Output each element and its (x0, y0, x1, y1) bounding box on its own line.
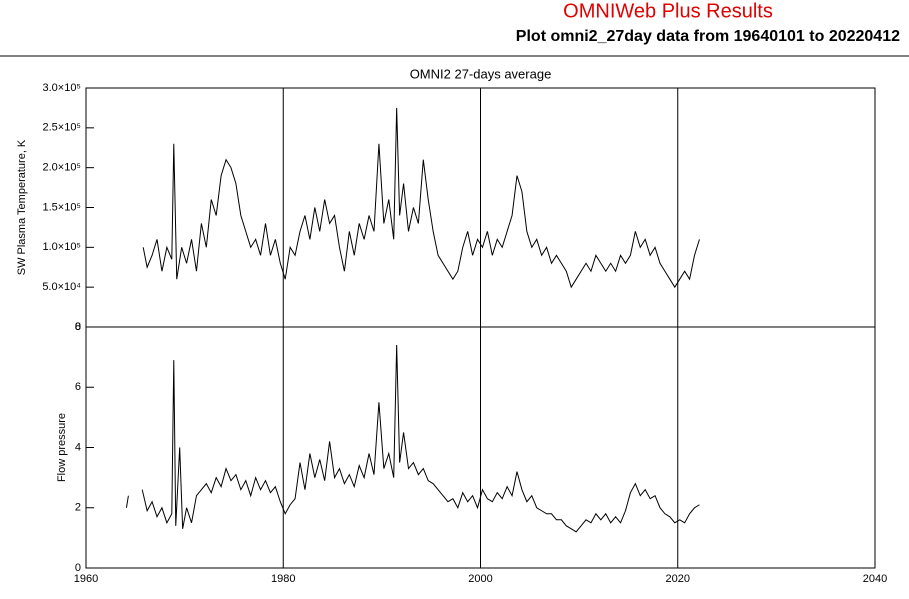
data-line (142, 107, 700, 289)
x-tick-label: 1960 (74, 573, 98, 585)
x-tick-label: 2040 (863, 573, 887, 585)
y-tick-label: 2.5×10⁵ (42, 122, 81, 134)
y-tick-label: 2.0×10⁵ (42, 162, 81, 174)
y-axis-label: Flow pressure (56, 413, 68, 482)
y-tick-label: 2 (75, 502, 81, 514)
page-subtitle: Plot omni2_27day data from 19640101 to 2… (516, 28, 900, 45)
y-tick-label: 0 (75, 562, 81, 574)
y-axis-label: SW Plasma Temperature, K (16, 139, 28, 275)
y-tick-label: 5.0×10⁴ (42, 281, 81, 293)
y-tick-label: 0 (75, 321, 81, 333)
x-tick-label: 2020 (666, 573, 690, 585)
x-tick-label: 2000 (468, 573, 492, 585)
y-tick-label: 8 (75, 321, 81, 333)
chart-title: OMNI2 27-days average (410, 66, 552, 81)
y-tick-label: 6 (75, 381, 81, 393)
x-tick-label: 1980 (271, 573, 295, 585)
y-tick-label: 4 (75, 441, 81, 453)
data-line (125, 345, 700, 533)
y-tick-label: 3.0×10⁵ (42, 82, 81, 94)
page-title: OMNIWeb Plus Results (563, 0, 773, 22)
y-tick-label: 1.0×10⁵ (42, 241, 81, 253)
y-tick-label: 1.5×10⁵ (42, 201, 81, 213)
